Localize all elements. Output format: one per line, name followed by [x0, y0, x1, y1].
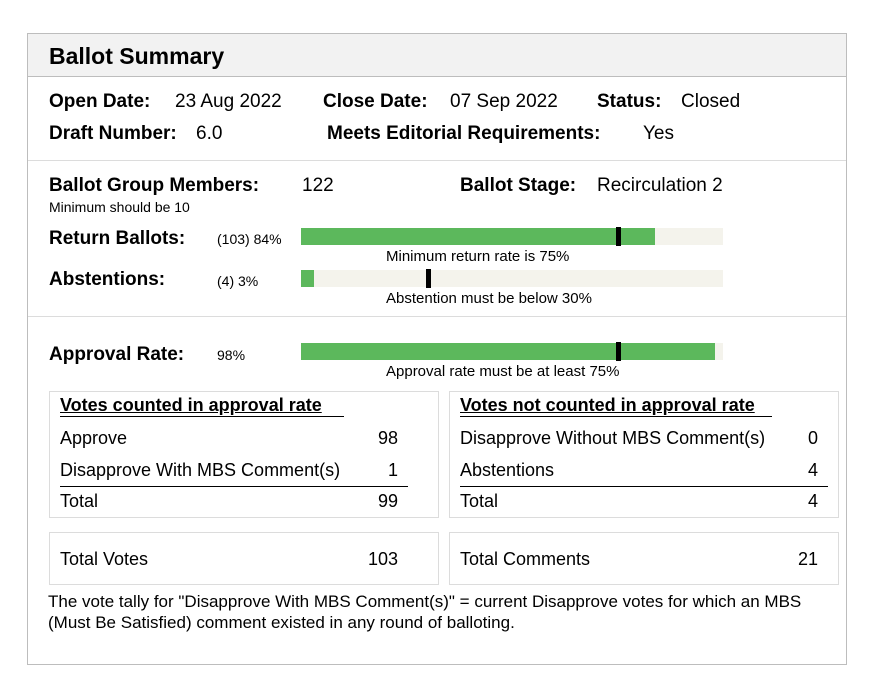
total-comments-box: Total Comments 21: [449, 532, 839, 585]
total-comments-value: 21: [797, 549, 818, 569]
not-counted-total-label: Total: [460, 491, 499, 511]
section-divider: [28, 160, 846, 161]
not-counted-row-value: 0: [807, 428, 818, 448]
approval-rate-fill: [301, 343, 715, 360]
editorial-label: Meets Editorial Requirements:: [327, 123, 601, 144]
total-comments-label: Total Comments: [460, 549, 591, 569]
counted-row-label: Approve: [60, 428, 128, 448]
group-members-label: Ballot Group Members:: [49, 175, 260, 196]
close-date-value: 07 Sep 2022: [450, 91, 558, 112]
abstentions-fill: [301, 270, 314, 287]
ballot-stage-value: Recirculation 2: [597, 175, 723, 196]
page-title: Ballot Summary: [49, 43, 225, 69]
status-value: Closed: [681, 91, 741, 112]
header-underline: [460, 416, 772, 417]
counted-row-label: Disapprove With MBS Comment(s): [60, 460, 341, 480]
close-date-label: Close Date:: [323, 91, 428, 112]
header-underline: [60, 416, 344, 417]
counted-total-value: 99: [377, 491, 398, 511]
return-ballots-bar: [301, 227, 723, 246]
abstentions-bar: [301, 269, 723, 288]
not-counted-row-value: 4: [807, 460, 818, 480]
total-votes-label: Total Votes: [60, 549, 149, 569]
abstentions-note: Abstention must be below 30%: [386, 290, 592, 307]
total-votes-box: Total Votes 103: [49, 532, 439, 585]
footnote: The vote tally for "Disapprove With MBS …: [48, 592, 802, 632]
return-ballots-note: Minimum return rate is 75%: [386, 248, 570, 265]
approval-rate-value: 98%: [217, 347, 246, 363]
abstentions-value: (4) 3%: [217, 273, 259, 289]
return-ballots-fill: [301, 228, 656, 245]
approval-rate-bar: [301, 342, 723, 361]
abstentions-threshold-marker: [425, 269, 431, 288]
counted-row-value: 1: [387, 460, 398, 480]
not-counted-row-label: Disapprove Without MBS Comment(s): [460, 428, 766, 448]
approval-rate-threshold-marker: [615, 342, 621, 361]
section-divider: [28, 316, 846, 317]
editorial-value: Yes: [643, 123, 674, 144]
approval-rate-label: Approval Rate:: [49, 344, 185, 365]
ballot-summary-panel: Ballot Summary Open Date: 23 Aug 2022 Cl…: [27, 33, 847, 665]
group-members-value: 122: [302, 175, 334, 196]
not-counted-total-value: 4: [807, 491, 818, 511]
total-separator: [60, 486, 408, 487]
ballot-stage-label: Ballot Stage:: [460, 175, 577, 196]
total-separator: [460, 486, 828, 487]
not-counted-row-label: Abstentions: [460, 460, 555, 480]
open-date-value: 23 Aug 2022: [175, 91, 282, 112]
draft-number-value: 6.0: [196, 123, 223, 144]
status-label: Status:: [597, 91, 662, 112]
return-ballots-threshold-marker: [615, 227, 621, 246]
approval-rate-note: Approval rate must be at least 75%: [386, 363, 620, 380]
group-members-minimum: Minimum should be 10: [49, 199, 190, 215]
open-date-label: Open Date:: [49, 91, 151, 112]
total-votes-value: 103: [367, 549, 398, 569]
votes-not-counted-box: Votes not counted in approval rate Disap…: [449, 391, 839, 518]
counted-row-value: 98: [377, 428, 398, 448]
counted-total-label: Total: [60, 491, 99, 511]
votes-not-counted-header: Votes not counted in approval rate: [460, 395, 755, 415]
votes-counted-box: Votes counted in approval rate Approve 9…: [49, 391, 439, 518]
draft-number-label: Draft Number:: [49, 123, 177, 144]
panel-header: Ballot Summary: [28, 34, 846, 77]
votes-counted-header: Votes counted in approval rate: [60, 395, 322, 415]
return-ballots-label: Return Ballots:: [49, 228, 186, 249]
return-ballots-value: (103) 84%: [217, 231, 282, 247]
abstentions-label: Abstentions:: [49, 269, 166, 290]
